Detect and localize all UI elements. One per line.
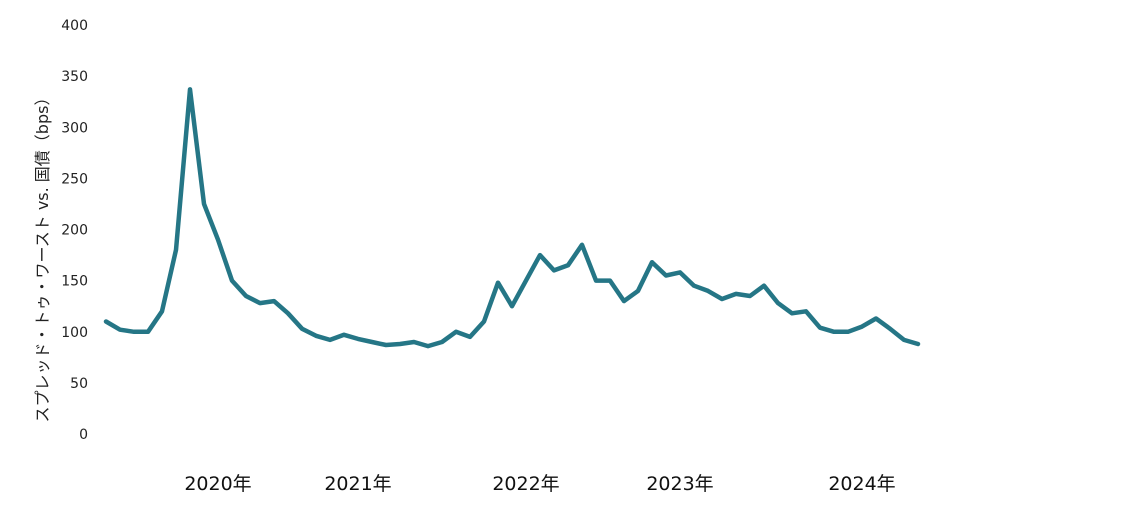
y-tick-label: 400 (61, 18, 88, 34)
y-axis-label: スプレッド・トゥ・ワースト vs. 国債（bps） (33, 90, 52, 423)
y-tick-label: 250 (61, 171, 88, 187)
x-tick-label: 2021年 (324, 473, 391, 495)
y-tick-label: 50 (70, 376, 88, 392)
series-line (103, 87, 921, 349)
x-tick-label: 2023年 (646, 473, 713, 495)
y-tick-label: 150 (61, 274, 88, 290)
x-tick-label: 2022年 (492, 473, 559, 495)
x-tick-label: 2024年 (828, 473, 895, 495)
y-tick-label: 200 (61, 223, 88, 239)
x-tick-label: 2020年 (184, 473, 251, 495)
y-tick-label: 350 (61, 69, 88, 85)
y-tick-label: 0 (79, 427, 88, 443)
y-tick-label: 100 (61, 325, 88, 341)
y-tick-label: 300 (61, 120, 88, 136)
